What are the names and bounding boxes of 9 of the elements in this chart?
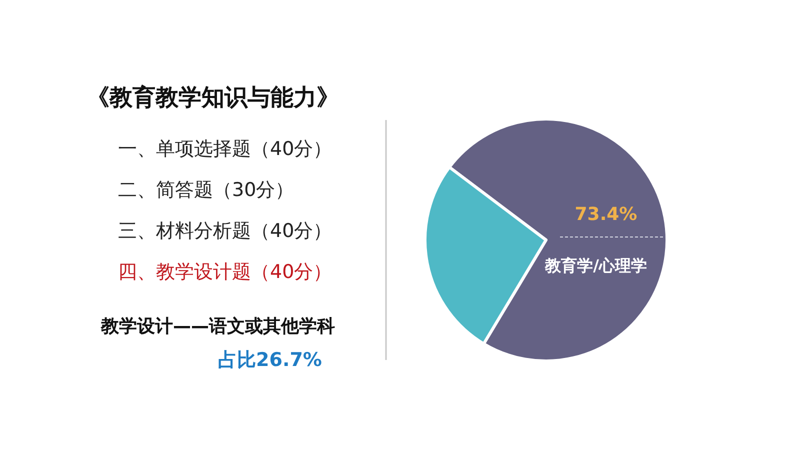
text: 二、简答题（30分） [118,179,294,201]
slice-label: 教学设计——语文或其他学科 [100,316,335,337]
data-label: 占比26.7% [218,349,322,371]
text: 一、单项选择题（40分） [118,138,332,160]
text: 三、材料分析题（40分） [118,220,332,242]
data-label: 73.4% [574,204,638,225]
slice-label: 教育学/心理学 [544,256,647,275]
chart-title: 《教育教学知识与能力》 [86,84,340,111]
text: 四、教学设计题（40分） [118,261,332,283]
